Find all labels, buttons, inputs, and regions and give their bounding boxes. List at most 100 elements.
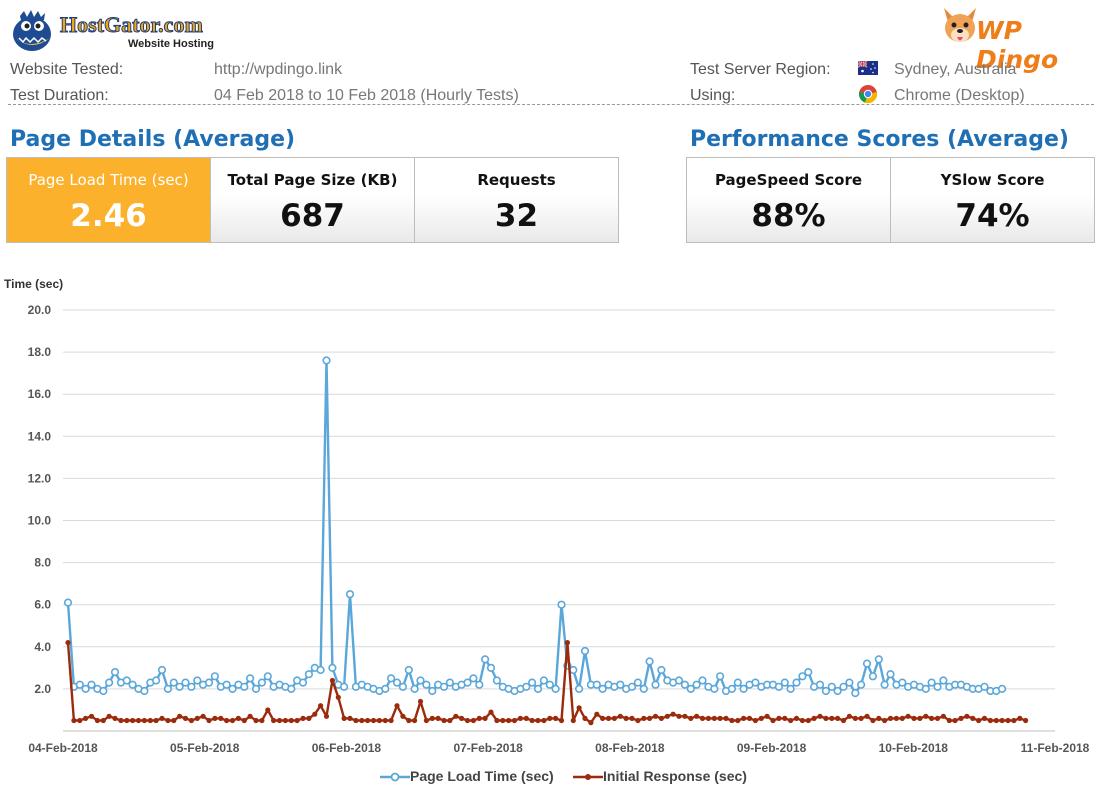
data-point [588, 720, 594, 726]
data-point [165, 717, 171, 724]
data-point [893, 715, 900, 722]
data-point [864, 713, 870, 719]
using-label: Using: [690, 87, 736, 104]
data-point [715, 672, 725, 681]
data-point [799, 717, 806, 724]
data-point [657, 665, 666, 675]
data-point [670, 711, 676, 717]
data-point [793, 715, 800, 722]
data-point [798, 672, 807, 681]
data-point [946, 717, 952, 724]
data-point [547, 715, 553, 722]
data-point [88, 713, 95, 719]
data-point [475, 680, 484, 689]
data-point [852, 715, 858, 722]
data-point [862, 659, 872, 668]
data-point [727, 684, 737, 694]
data-point [392, 678, 402, 687]
data-point [905, 713, 911, 719]
data-point [229, 717, 236, 724]
data-point [177, 713, 183, 719]
data-point [682, 713, 688, 719]
data-point [958, 715, 964, 722]
data-point [163, 684, 172, 694]
data-point [782, 715, 788, 722]
data-point [400, 713, 406, 719]
data-point [576, 705, 582, 711]
page-load-time-label: Page Load Time (sec) [28, 171, 189, 189]
data-point [823, 715, 829, 722]
y-tick-label: 8.0 [34, 556, 51, 570]
website-tested-value: http://wpdingo.link [214, 61, 343, 78]
data-point [811, 715, 817, 722]
data-point [710, 684, 719, 694]
data-point [323, 713, 330, 719]
data-point [711, 715, 717, 722]
data-point [110, 667, 120, 677]
data-point [792, 678, 801, 687]
legend-marker-page-load [380, 772, 410, 782]
series-initial-response [65, 640, 1029, 726]
data-point [263, 672, 272, 681]
data-point [558, 717, 565, 724]
data-point [282, 717, 288, 724]
data-point [271, 717, 277, 724]
data-point [723, 715, 729, 722]
data-point [345, 590, 355, 599]
data-point [876, 715, 882, 722]
data-point [112, 715, 118, 722]
data-point [741, 715, 747, 722]
data-point [306, 715, 312, 722]
data-point [122, 676, 131, 685]
data-point [153, 717, 159, 724]
data-point [246, 674, 255, 683]
data-point [833, 686, 842, 696]
data-point [929, 715, 935, 722]
data-point [135, 717, 142, 724]
data-point [523, 715, 529, 722]
y-tick-label: 18.0 [28, 345, 52, 359]
data-point [770, 717, 776, 724]
data-point [939, 676, 948, 685]
data-point [921, 684, 930, 694]
y-tick-label: 6.0 [34, 598, 51, 612]
data-point [786, 684, 795, 694]
data-point [77, 717, 83, 724]
data-point [87, 680, 96, 689]
data-point [222, 680, 231, 689]
data-point [287, 684, 296, 694]
data-point [899, 715, 905, 722]
data-point [776, 715, 782, 722]
wpdingo-brand-text: WP Dingo [976, 16, 1059, 74]
data-point [100, 717, 106, 724]
data-point [447, 717, 453, 724]
data-point [247, 713, 253, 719]
data-point [815, 680, 825, 689]
data-point [417, 698, 424, 705]
data-point [63, 598, 73, 607]
pagespeed-value: 88% [751, 198, 826, 234]
data-point [224, 717, 230, 724]
legend-label-page-load: Page Load Time (sec) [410, 768, 554, 784]
data-point [347, 715, 353, 722]
data-point [739, 684, 748, 694]
data-point [676, 713, 682, 719]
data-point [529, 717, 535, 724]
x-tick-label: 05-Feb-2018 [170, 741, 240, 755]
data-point [729, 717, 735, 724]
data-point [106, 713, 112, 719]
data-point [633, 678, 643, 687]
data-point [81, 684, 90, 694]
hostgator-brand-text: HostGator.com [60, 12, 204, 38]
page-size-value: 687 [280, 198, 345, 234]
data-point [887, 715, 894, 722]
pagespeed-card: PageSpeed Score 88% [686, 157, 891, 243]
data-point [553, 715, 559, 722]
data-point [464, 717, 471, 724]
data-point [210, 672, 219, 681]
data-point [359, 717, 365, 724]
legend-marker-initial-response [573, 774, 603, 780]
page-details-title: Page Details (Average) [10, 127, 296, 152]
data-point [674, 676, 684, 685]
page-size-card: Total Page Size (KB) 687 [210, 157, 415, 243]
